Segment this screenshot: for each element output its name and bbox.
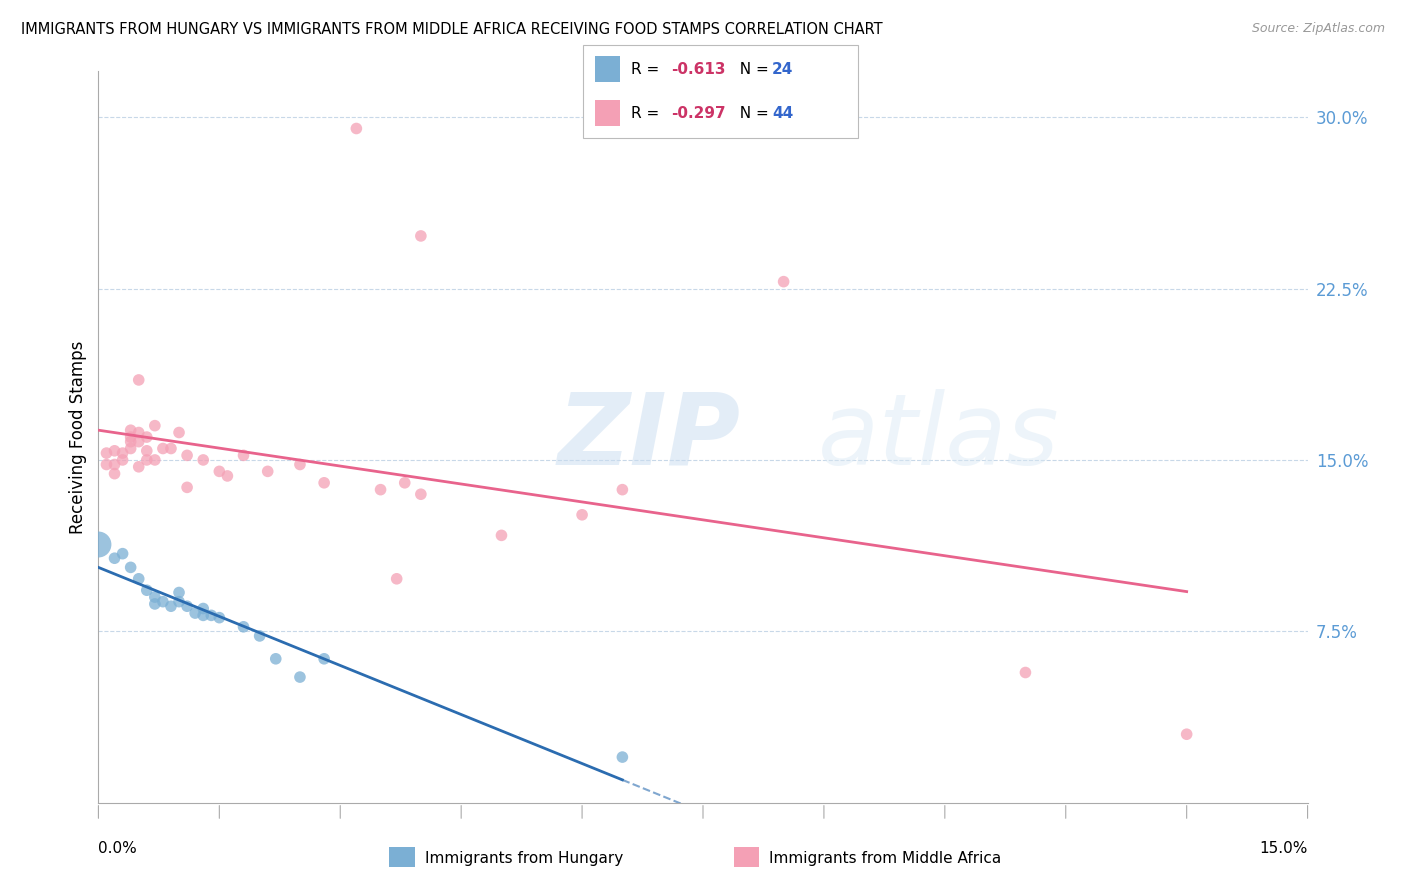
Point xyxy=(103,467,125,481)
Point xyxy=(1014,665,1036,680)
Text: -0.297: -0.297 xyxy=(671,105,725,120)
Point xyxy=(208,610,231,624)
Point xyxy=(160,599,183,614)
Point xyxy=(370,483,392,497)
Point xyxy=(612,750,634,764)
Point xyxy=(217,469,239,483)
Point xyxy=(249,629,271,643)
Text: 44: 44 xyxy=(772,105,793,120)
Point xyxy=(385,572,408,586)
Point xyxy=(193,453,215,467)
Point xyxy=(491,528,513,542)
Text: Source: ZipAtlas.com: Source: ZipAtlas.com xyxy=(1251,22,1385,36)
Point xyxy=(152,595,174,609)
Point xyxy=(135,443,157,458)
Point xyxy=(176,480,198,494)
Point xyxy=(96,458,118,472)
Text: atlas: atlas xyxy=(818,389,1060,485)
Point xyxy=(232,449,254,463)
Point xyxy=(111,547,134,561)
Point xyxy=(128,434,150,449)
Point xyxy=(120,434,142,449)
Y-axis label: Receiving Food Stamps: Receiving Food Stamps xyxy=(69,341,87,533)
Point xyxy=(135,453,157,467)
Point xyxy=(288,670,311,684)
Point xyxy=(571,508,593,522)
Point xyxy=(103,458,125,472)
Text: ZIP: ZIP xyxy=(558,389,741,485)
Point xyxy=(264,652,287,666)
Point xyxy=(167,595,190,609)
Text: 24: 24 xyxy=(772,62,793,77)
Point xyxy=(409,229,432,244)
Point xyxy=(167,585,190,599)
Text: R =: R = xyxy=(631,105,665,120)
Point xyxy=(612,483,634,497)
Text: N =: N = xyxy=(730,105,773,120)
Point xyxy=(152,442,174,456)
Point xyxy=(103,551,125,566)
Point xyxy=(176,599,198,614)
Point xyxy=(232,620,254,634)
Point xyxy=(167,425,190,440)
Text: N =: N = xyxy=(730,62,773,77)
Point xyxy=(128,459,150,474)
Point xyxy=(143,597,166,611)
Point xyxy=(314,652,336,666)
Point xyxy=(193,608,215,623)
Text: 15.0%: 15.0% xyxy=(1260,841,1308,856)
Point xyxy=(128,373,150,387)
Point xyxy=(184,606,207,620)
Point xyxy=(314,475,336,490)
Text: IMMIGRANTS FROM HUNGARY VS IMMIGRANTS FROM MIDDLE AFRICA RECEIVING FOOD STAMPS C: IMMIGRANTS FROM HUNGARY VS IMMIGRANTS FR… xyxy=(21,22,883,37)
Point xyxy=(409,487,432,501)
Point xyxy=(143,453,166,467)
Point xyxy=(160,442,183,456)
Point xyxy=(135,430,157,444)
Point xyxy=(208,464,231,478)
Point xyxy=(87,537,110,551)
Text: -0.613: -0.613 xyxy=(671,62,725,77)
Point xyxy=(120,423,142,437)
Point xyxy=(344,121,367,136)
Point xyxy=(120,442,142,456)
Point xyxy=(176,449,198,463)
Point xyxy=(128,425,150,440)
Point xyxy=(772,275,794,289)
Point xyxy=(1175,727,1198,741)
Point xyxy=(120,430,142,444)
Text: R =: R = xyxy=(631,62,665,77)
Point xyxy=(111,446,134,460)
Point xyxy=(256,464,278,478)
Point xyxy=(143,418,166,433)
Point xyxy=(111,453,134,467)
Point xyxy=(120,560,142,574)
Point xyxy=(288,458,311,472)
Point xyxy=(143,590,166,604)
Point xyxy=(200,608,222,623)
Point xyxy=(128,572,150,586)
Text: Immigrants from Middle Africa: Immigrants from Middle Africa xyxy=(769,851,1001,865)
Point xyxy=(394,475,416,490)
Text: 0.0%: 0.0% xyxy=(98,841,138,856)
Point xyxy=(135,583,157,598)
Point xyxy=(96,446,118,460)
Text: Immigrants from Hungary: Immigrants from Hungary xyxy=(425,851,623,865)
Point xyxy=(193,601,215,615)
Point xyxy=(103,443,125,458)
